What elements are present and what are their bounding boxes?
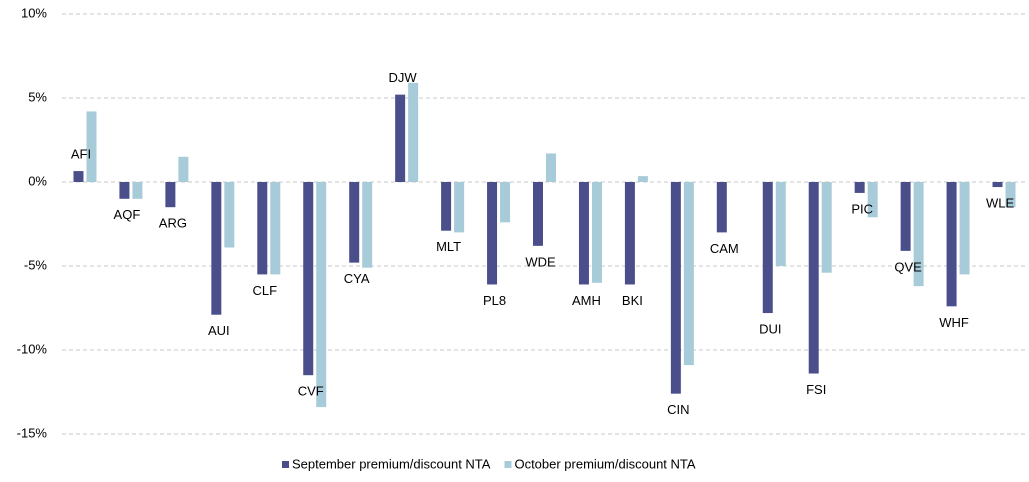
category-label: CVF (298, 384, 324, 399)
category-label: CLF (253, 283, 278, 298)
category-label: CYA (344, 271, 370, 286)
bar (500, 182, 511, 223)
y-tick-label: 5% (28, 89, 47, 104)
bar (900, 182, 911, 251)
bar (441, 182, 452, 231)
category-label: FSI (806, 382, 826, 397)
bar (487, 182, 498, 285)
bar (533, 182, 543, 246)
bar (716, 182, 727, 233)
bar (73, 171, 84, 182)
category-label: AQF (114, 207, 141, 222)
legend-label: October premium/discount NTA (514, 456, 695, 471)
category-label: WDE (525, 254, 556, 269)
legend-label: September premium/discount NTA (292, 456, 491, 471)
category-label: BKI (622, 293, 643, 308)
bar (821, 182, 832, 273)
category-label: DJW (389, 70, 418, 85)
bar (257, 182, 268, 275)
bar (959, 182, 970, 275)
bar (211, 182, 222, 315)
bar (578, 182, 589, 285)
bar (946, 182, 957, 307)
y-tick-label: -10% (17, 341, 48, 356)
y-tick-label: 10% (21, 5, 47, 20)
bar (670, 182, 681, 394)
bar (1005, 182, 1016, 208)
category-label: WHF (939, 315, 969, 330)
bar (132, 182, 143, 199)
bar (454, 182, 465, 233)
bar (591, 182, 602, 283)
category-label: QVE (894, 259, 922, 274)
category-label: ARG (159, 216, 187, 231)
bar (808, 182, 819, 374)
bar (178, 156, 189, 182)
category-label: CIN (667, 402, 689, 417)
bar (637, 176, 648, 182)
bar (683, 182, 694, 366)
bar (270, 182, 281, 275)
bar (86, 111, 97, 182)
bar (913, 182, 924, 287)
category-label: AMH (572, 293, 601, 308)
bar (316, 182, 327, 408)
category-label: MLT (436, 239, 461, 254)
bar (349, 182, 360, 263)
bar (395, 94, 406, 182)
category-label: AFI (71, 147, 91, 162)
y-tick-label: 0% (28, 173, 47, 188)
bar (775, 182, 786, 266)
legend-swatch (504, 461, 512, 468)
bar (624, 182, 635, 285)
category-label: PL8 (483, 293, 506, 308)
legend-swatch (282, 461, 289, 468)
bar (165, 182, 176, 208)
bar (762, 182, 773, 314)
bar (408, 82, 419, 182)
bar (119, 182, 130, 199)
category-label: DUI (759, 321, 781, 336)
category-label: PIC (851, 201, 873, 216)
bar (867, 182, 878, 218)
bar (992, 182, 1003, 188)
bar (362, 182, 373, 268)
bar (854, 182, 865, 193)
bar (303, 182, 314, 376)
y-tick-label: -15% (17, 425, 48, 440)
bar (546, 153, 556, 182)
category-label: AUI (208, 323, 230, 338)
category-label: WLE (986, 195, 1015, 210)
y-tick-label: -5% (24, 257, 48, 272)
category-label: CAM (710, 241, 739, 256)
bar (224, 182, 235, 248)
